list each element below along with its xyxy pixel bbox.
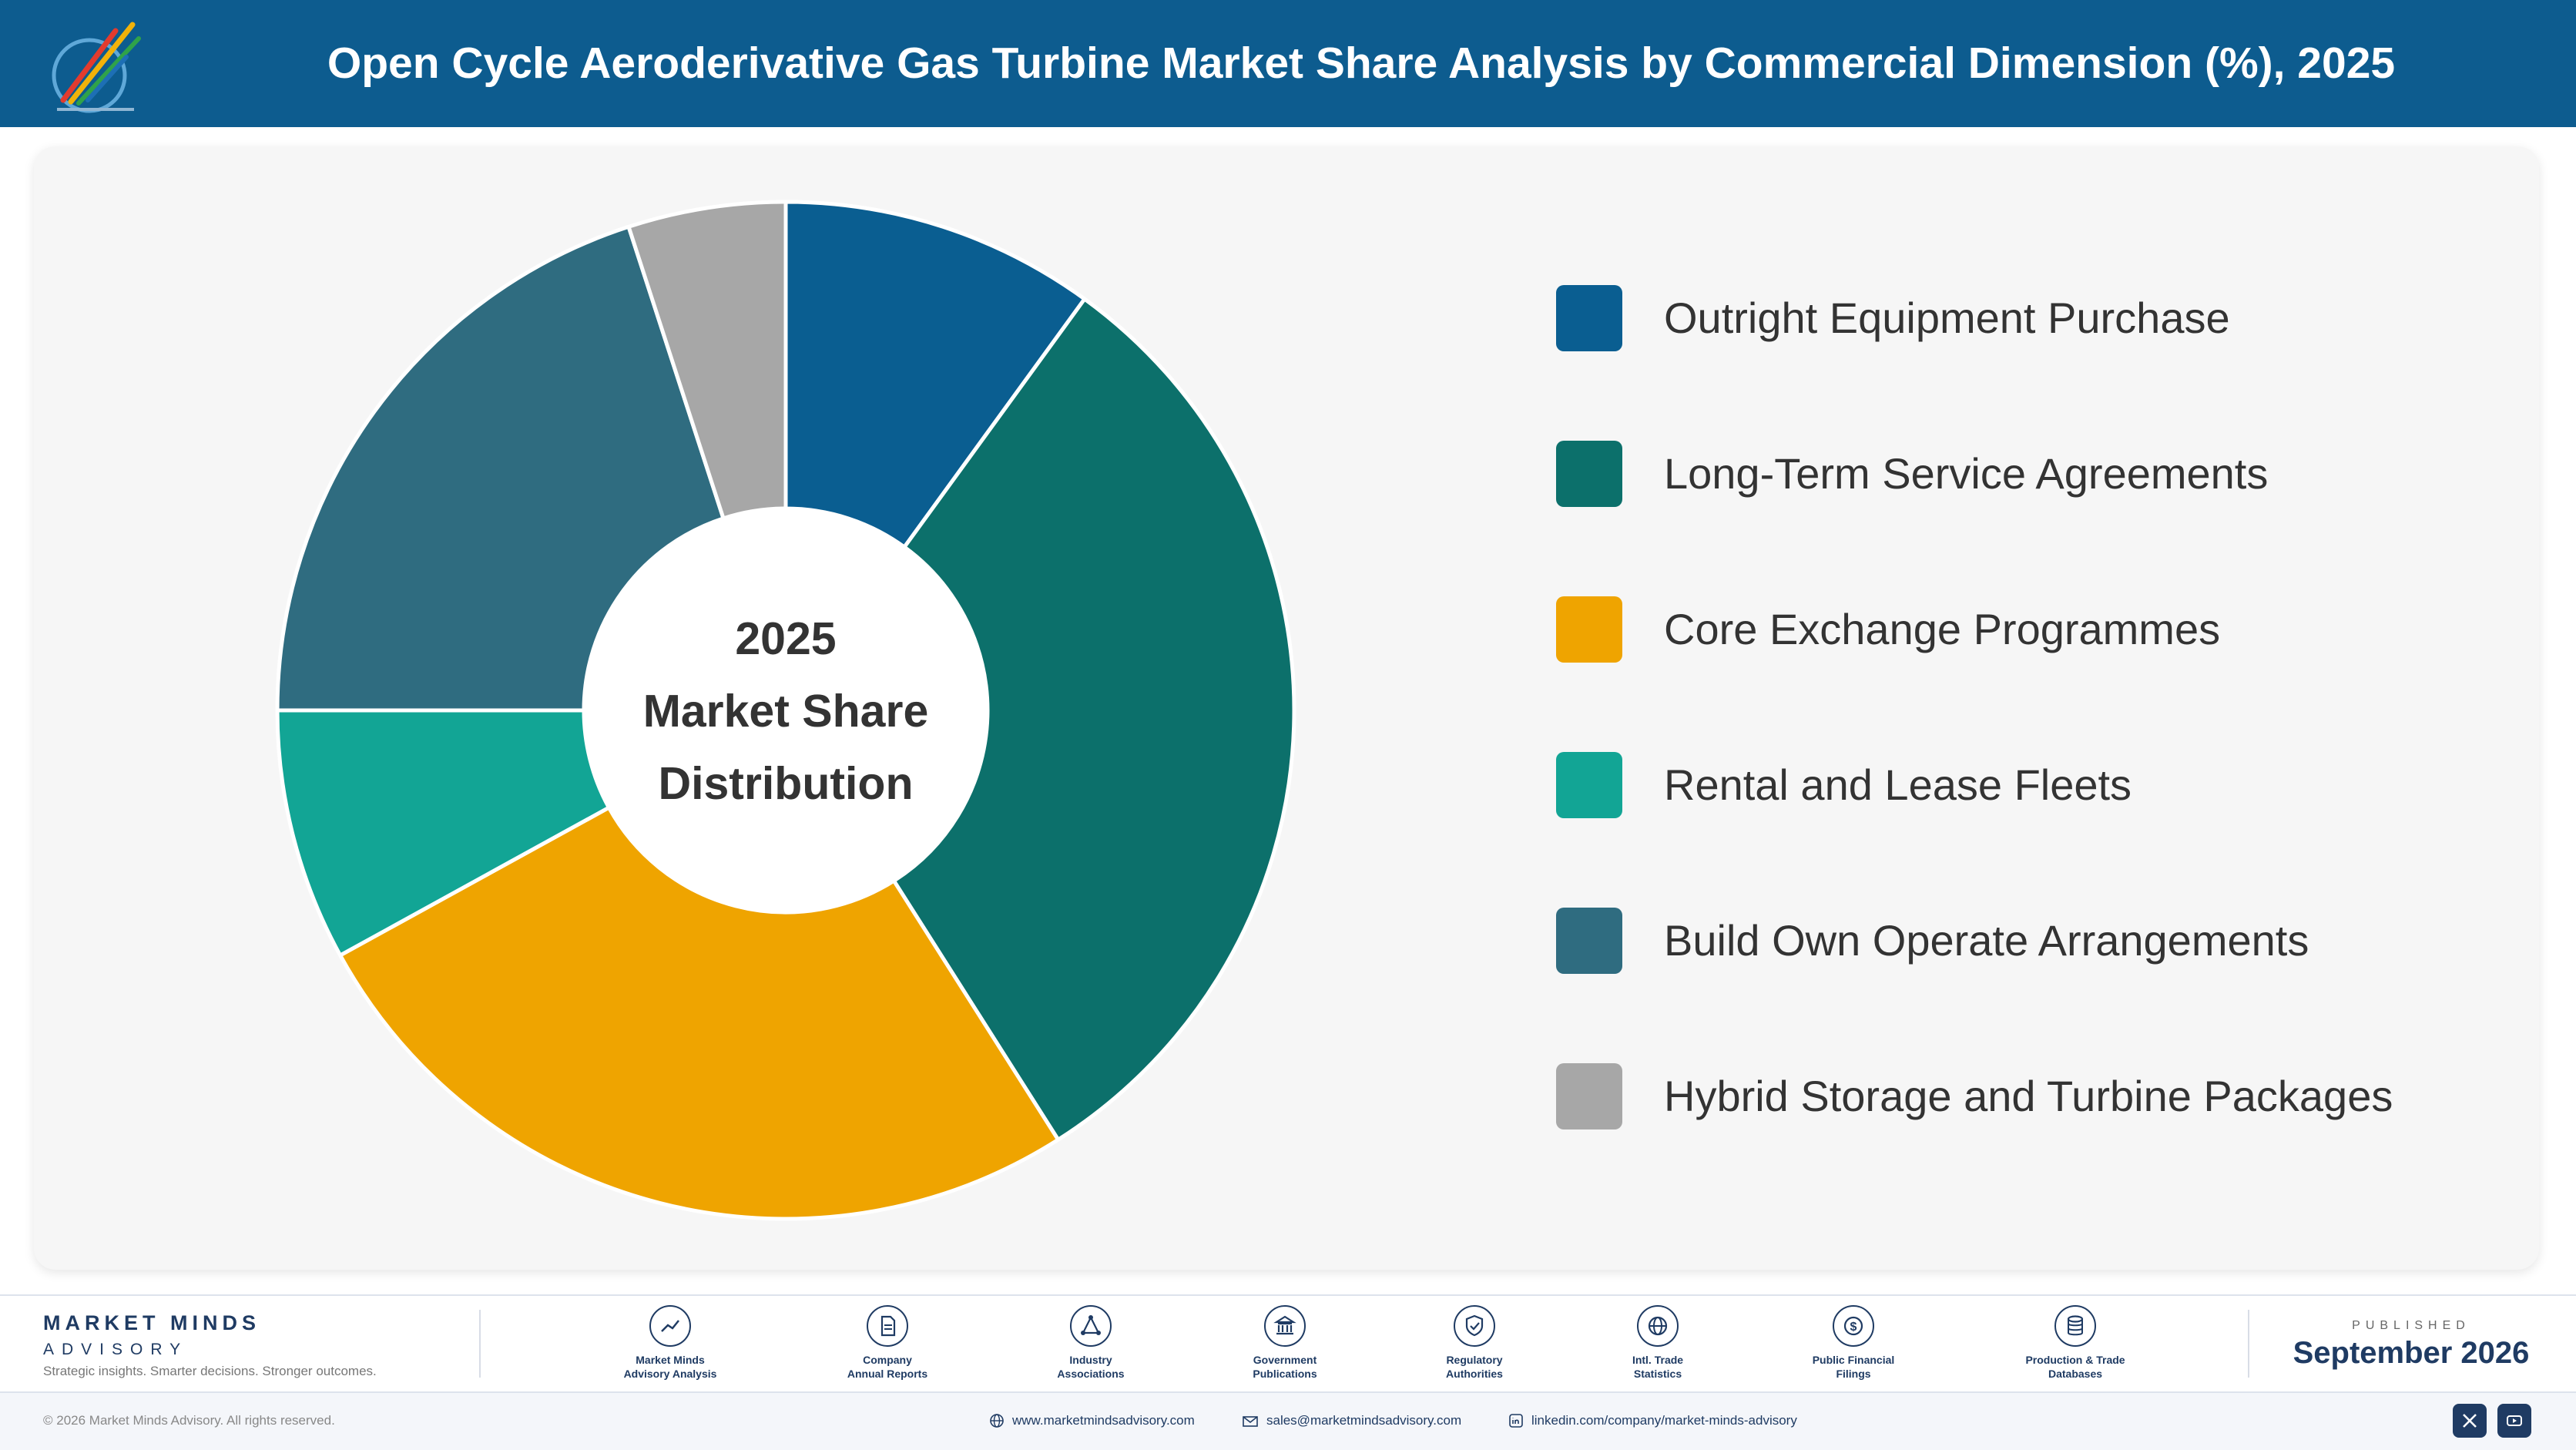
footer-divider bbox=[2248, 1310, 2249, 1378]
youtube-social-button[interactable] bbox=[2497, 1404, 2531, 1438]
published-label: PUBLISHED bbox=[2352, 1319, 2470, 1332]
footer-brand-name: MARKET MINDS bbox=[43, 1311, 260, 1334]
source-market-minds-analysis: Market Minds Advisory Analysis bbox=[593, 1305, 747, 1381]
legend-label: Long-Term Service Agreements bbox=[1664, 449, 2269, 498]
legend-item-hybrid-storage-and-turbine-packages: Hybrid Storage and Turbine Packages bbox=[1556, 1063, 2480, 1129]
youtube-icon bbox=[2507, 1415, 2522, 1426]
dollar-coin-icon: $ bbox=[1833, 1305, 1874, 1347]
legend-swatch bbox=[1556, 752, 1622, 818]
x-social-button[interactable] bbox=[2453, 1404, 2487, 1438]
email-link[interactable]: sales@marketmindsadvisory.com bbox=[1242, 1413, 1461, 1428]
shield-check-icon bbox=[1454, 1305, 1495, 1347]
footer: MARKET MINDS ADVISORY Strategic insights… bbox=[0, 1294, 2576, 1450]
center-label-year: 2025 bbox=[735, 613, 837, 664]
footer-sources-bar: MARKET MINDS ADVISORY Strategic insights… bbox=[0, 1294, 2576, 1393]
source-public-financial-filings: $ Public Financial Filings bbox=[1776, 1305, 1930, 1381]
source-label: Market Minds Advisory Analysis bbox=[623, 1354, 717, 1380]
center-label-line2: Market Share bbox=[642, 686, 929, 737]
donut-center-label: 2025 Market Share Distribution bbox=[593, 602, 978, 820]
copyright-text: © 2026 Market Minds Advisory. All rights… bbox=[43, 1413, 335, 1428]
source-label: Intl. Trade Statistics bbox=[1632, 1354, 1684, 1380]
legend-swatch bbox=[1556, 596, 1622, 663]
page-title: Open Cycle Aeroderivative Gas Turbine Ma… bbox=[327, 39, 2396, 88]
source-intl-trade-statistics: Intl. Trade Statistics bbox=[1581, 1305, 1735, 1381]
legend-item-build-own-operate-arrangements: Build Own Operate Arrangements bbox=[1556, 908, 2480, 974]
legend-swatch bbox=[1556, 441, 1622, 507]
legend-swatch bbox=[1556, 1063, 1622, 1129]
document-icon bbox=[867, 1305, 908, 1347]
svg-text:$: $ bbox=[1850, 1321, 1857, 1334]
legend-label: Build Own Operate Arrangements bbox=[1664, 916, 2309, 965]
center-label-line3: Distribution bbox=[658, 758, 914, 809]
source-production-trade-databases: Production & Trade Databases bbox=[1998, 1305, 2152, 1381]
source-label: Government Publications bbox=[1253, 1354, 1317, 1380]
footer-contact-bar: © 2026 Market Minds Advisory. All rights… bbox=[0, 1393, 2576, 1450]
linkedin-link[interactable]: linkedin.com/company/market-minds-adviso… bbox=[1508, 1413, 1797, 1428]
legend-item-rental-and-lease-fleets: Rental and Lease Fleets bbox=[1556, 752, 2480, 818]
network-icon bbox=[1070, 1305, 1112, 1347]
source-label: Production & Trade Databases bbox=[2025, 1354, 2125, 1380]
database-icon bbox=[2054, 1305, 2096, 1347]
globe-icon bbox=[990, 1414, 1004, 1428]
footer-divider bbox=[479, 1310, 481, 1378]
source-label: Public Financial Filings bbox=[1812, 1354, 1895, 1380]
source-label: Regulatory Authorities bbox=[1446, 1354, 1503, 1380]
legend-swatch bbox=[1556, 908, 1622, 974]
trend-line-icon bbox=[649, 1305, 691, 1347]
footer-brand-sub: ADVISORY bbox=[43, 1341, 189, 1358]
header-bar: Open Cycle Aeroderivative Gas Turbine Ma… bbox=[0, 0, 2576, 127]
source-government-publications: Government Publications bbox=[1208, 1305, 1362, 1381]
legend-label: Hybrid Storage and Turbine Packages bbox=[1664, 1072, 2393, 1120]
legend-item-core-exchange-programmes: Core Exchange Programmes bbox=[1556, 596, 2480, 663]
email-text: sales@marketmindsadvisory.com bbox=[1266, 1413, 1462, 1428]
source-label: Industry Associations bbox=[1057, 1354, 1125, 1380]
website-link[interactable]: www.marketmindsadvisory.com bbox=[989, 1413, 1195, 1428]
source-label: Company Annual Reports bbox=[847, 1354, 928, 1380]
website-text: www.marketmindsadvisory.com bbox=[1012, 1413, 1195, 1428]
linkedin-text: linkedin.com/company/market-minds-adviso… bbox=[1531, 1413, 1797, 1428]
donut-hole bbox=[584, 509, 988, 912]
legend-item-long-term-service-agreements: Long-Term Service Agreements bbox=[1556, 441, 2480, 507]
source-company-annual-reports: Company Annual Reports bbox=[810, 1305, 964, 1381]
published-date: September 2026 bbox=[2293, 1336, 2530, 1370]
legend-label: Outright Equipment Purchase bbox=[1664, 294, 2230, 342]
legend-swatch bbox=[1556, 285, 1622, 351]
legend-label: Core Exchange Programmes bbox=[1664, 605, 2221, 653]
brand-logo bbox=[42, 9, 149, 120]
source-industry-associations: Industry Associations bbox=[1014, 1305, 1168, 1381]
linkedin-icon bbox=[1509, 1414, 1523, 1428]
government-building-icon bbox=[1264, 1305, 1306, 1347]
footer-tagline: Strategic insights. Smarter decisions. S… bbox=[43, 1364, 377, 1378]
x-icon bbox=[2463, 1414, 2477, 1428]
mail-icon bbox=[1243, 1416, 1258, 1427]
globe-icon bbox=[1637, 1305, 1679, 1347]
source-regulatory-authorities: Regulatory Authorities bbox=[1397, 1305, 1551, 1381]
legend-item-outright-equipment-purchase: Outright Equipment Purchase bbox=[1556, 285, 2480, 351]
legend-label: Rental and Lease Fleets bbox=[1664, 760, 2132, 809]
